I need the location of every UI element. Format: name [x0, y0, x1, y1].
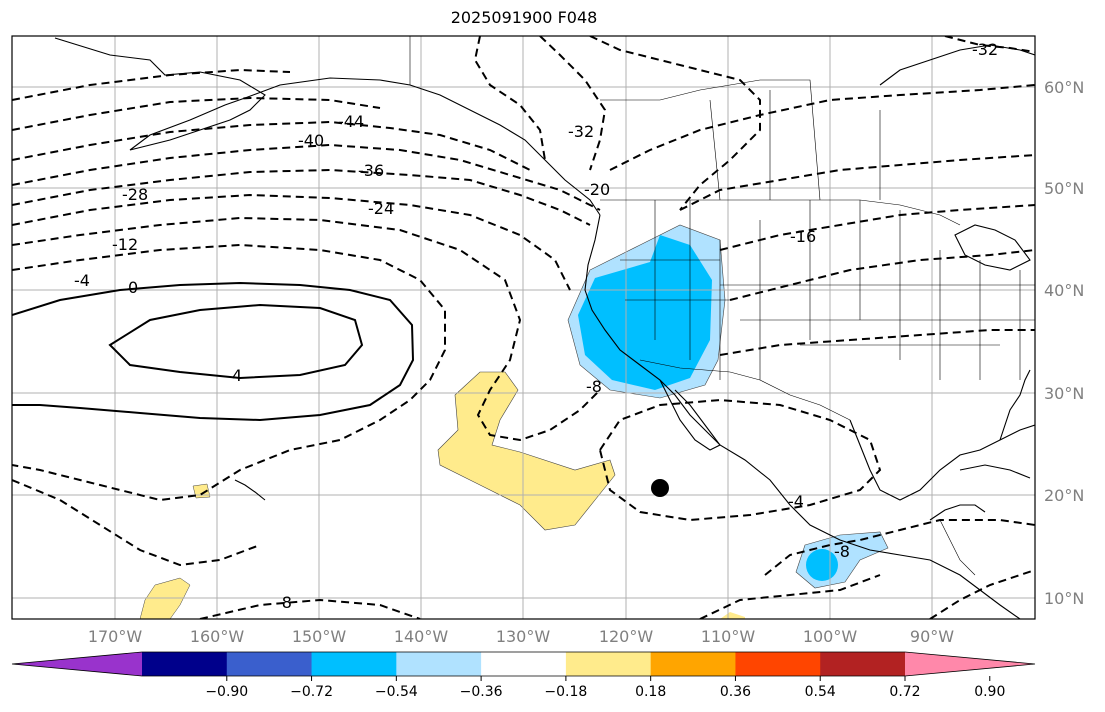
- colorbar-tick-label: −0.18: [544, 684, 587, 700]
- contour-label: -40: [298, 131, 324, 150]
- lon-label: 110°W: [701, 627, 756, 646]
- lat-label: 20°N: [1044, 486, 1084, 505]
- baja-california: [659, 379, 721, 451]
- lon-label: 120°W: [599, 627, 654, 646]
- yellow-region-small-3: [720, 612, 745, 619]
- lon-label: 140°W: [394, 627, 449, 646]
- colorbar-bin: [565, 652, 652, 676]
- colorbar-bin: [226, 652, 313, 676]
- colorbar-tick-label: 0.54: [805, 684, 836, 700]
- colorbar-tick-label: 0.36: [720, 684, 751, 700]
- lon-labels: 170°W 160°W 150°W 140°W 130°W 120°W 110°…: [88, 627, 954, 646]
- state-lines-horizontal: [720, 284, 1035, 346]
- coastlines: [54, 37, 1035, 619]
- contour-label: 0: [128, 278, 138, 297]
- colorbar-bin: [481, 652, 567, 676]
- hudson-bay-coast: [879, 44, 1035, 86]
- colorbar-tick-label: 0.72: [889, 684, 920, 700]
- map-frame: [11, 35, 1036, 620]
- colorbar: [11, 651, 1036, 677]
- colorbar-bin: [735, 652, 821, 676]
- contour-four: [108, 303, 364, 380]
- lon-label: 160°W: [190, 627, 245, 646]
- contour-label: -44: [338, 112, 364, 131]
- lon-label: 150°W: [292, 627, 347, 646]
- colorbar-bin: [650, 652, 736, 676]
- colorbar-tick-label: −0.72: [290, 684, 333, 700]
- colorbar-tick-label: −0.90: [205, 684, 248, 700]
- lon-label: 130°W: [496, 627, 551, 646]
- colorbar-bin: [311, 652, 397, 676]
- solid-contours: [12, 281, 415, 422]
- colorbar-extend-low: [12, 652, 142, 676]
- contour-labels: -44 -40 -36 -32 -28 -24 -20 -16 -12 -4 0…: [74, 40, 998, 612]
- hawaii-islands: [234, 479, 266, 501]
- lat-labels: 60°N 50°N 40°N 30°N 20°N 10°N: [1044, 78, 1084, 608]
- yucatan-coast: [929, 504, 986, 521]
- colorbar-tick-label: −0.54: [375, 684, 418, 700]
- contour-label: -24: [368, 199, 394, 218]
- colorbar-ticks: −0.90 −0.72 −0.54 −0.36 −0.18 0.18 0.36 0.54 0.7…: [205, 676, 1005, 700]
- alaska-coast: [54, 37, 601, 216]
- yellow-region-pacific: [437, 371, 616, 531]
- contour-label: -36: [358, 161, 384, 180]
- borders: [409, 36, 1035, 576]
- contour-label: -8: [834, 542, 850, 561]
- contour-label: -28: [122, 185, 148, 204]
- colorbar-bin: [142, 652, 228, 676]
- contour-label: -8: [586, 377, 602, 396]
- colorbar-outline: [11, 651, 1036, 677]
- colorbar-tick-label: 0.90: [974, 684, 1005, 700]
- lat-label: 10°N: [1044, 589, 1084, 608]
- contour-label: 4: [232, 366, 242, 385]
- colorbar-tick-label: 0.18: [635, 684, 666, 700]
- lat-label: 50°N: [1044, 179, 1084, 198]
- storm-center-dot: [651, 479, 669, 497]
- lon-label: 100°W: [803, 627, 858, 646]
- cuba-coast: [959, 464, 1031, 479]
- contour-label: -20: [584, 180, 610, 199]
- canada-provinces: [600, 79, 881, 201]
- gulf-of-mexico-coast: [849, 419, 1035, 501]
- contour-label: -32: [568, 122, 594, 141]
- map-title: 2025091900 F048: [450, 8, 598, 27]
- colorbar-bin: [396, 652, 482, 676]
- central-america-borders: [939, 519, 976, 576]
- florida-coast: [999, 369, 1031, 441]
- lat-label: 60°N: [1044, 78, 1084, 97]
- deep-blue-region-west-us: [578, 235, 712, 390]
- lon-label: 170°W: [88, 627, 143, 646]
- contour-label: -32: [972, 40, 998, 59]
- contour-label: -12: [112, 235, 138, 254]
- lon-label: 90°W: [910, 627, 954, 646]
- colorbar-extend-high: [905, 652, 1035, 676]
- dashed-contours: [12, 36, 1035, 619]
- gridlines: [12, 36, 1035, 619]
- contour-label: -4: [74, 271, 90, 290]
- contour-label: -8: [276, 593, 292, 612]
- great-lakes: [954, 224, 1031, 271]
- lat-label: 40°N: [1044, 281, 1084, 300]
- lat-label: 30°N: [1044, 384, 1084, 403]
- contour-label: -4: [788, 492, 804, 511]
- colorbar-bin: [820, 652, 906, 676]
- colorbar-tick-label: −0.36: [460, 684, 503, 700]
- contour-label: -16: [790, 227, 816, 246]
- contour-zero: [12, 281, 415, 422]
